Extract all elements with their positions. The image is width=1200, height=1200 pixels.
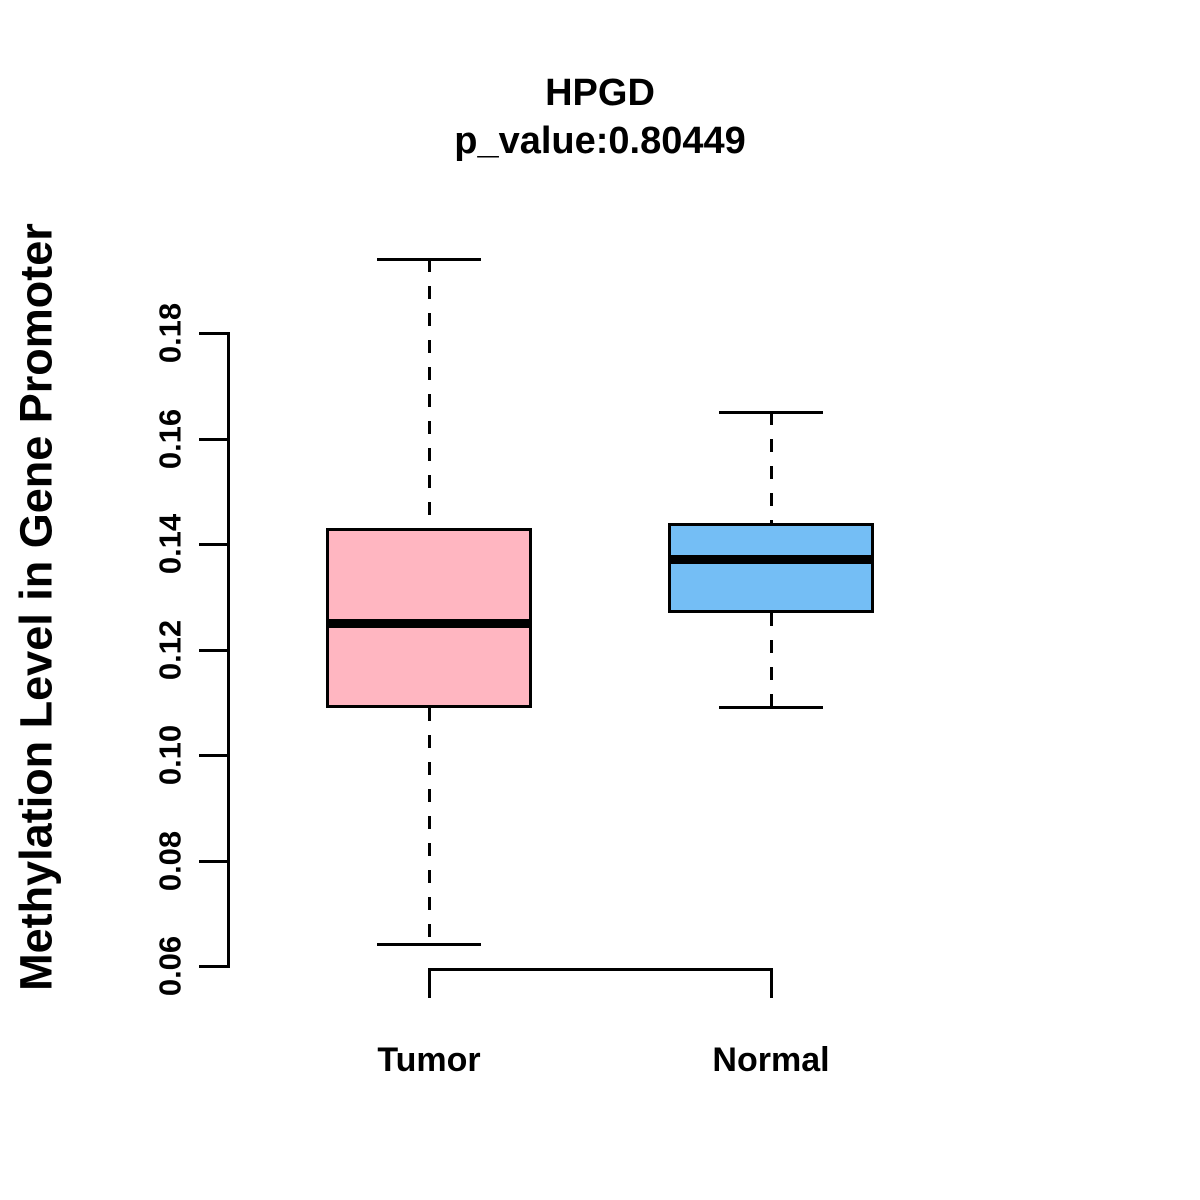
plot-subtitle: p_value:0.80449 [454,120,746,162]
plot-title: HPGD [545,72,655,114]
x-group-label: Normal [712,1041,830,1079]
y-tick [199,965,227,968]
y-axis-line [227,332,230,968]
whisker-upper [427,259,431,529]
median-line [668,555,874,565]
x-axis-line [427,968,773,971]
whisker-cap-min [377,943,481,947]
y-tick-label: 0.16 [152,408,188,469]
x-axis-tick-left [427,968,431,998]
y-tick [199,754,227,757]
x-group-label: Tumor [377,1041,481,1079]
y-tick-label: 0.10 [152,724,188,786]
y-tick [199,543,227,546]
whisker-cap-min [719,706,823,710]
box-normal [668,522,874,613]
y-tick [199,648,227,652]
whisker-lower [769,612,773,708]
median-line [326,618,532,628]
y-tick-label: 0.18 [152,302,188,364]
y-tick [199,859,227,863]
y-tick [199,332,227,335]
y-tick [199,437,227,441]
whisker-upper [769,412,773,523]
y-tick-label: 0.14 [152,513,188,575]
y-tick-label: 0.12 [152,619,188,680]
whisker-cap-max [719,410,823,414]
x-axis-tick-right [769,968,773,998]
whisker-lower [427,707,431,945]
y-tick-label: 0.06 [152,935,188,997]
whisker-cap-max [377,257,481,261]
y-tick-label: 0.08 [152,830,188,891]
y-axis-label: Methylation Level in Gene Promoter [10,223,62,991]
box-tumor [326,528,532,708]
